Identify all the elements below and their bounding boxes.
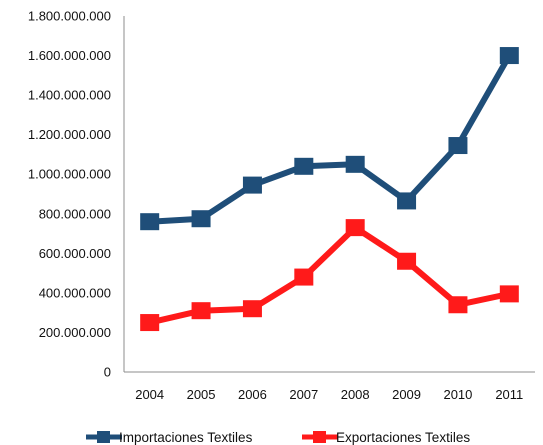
legend: Importaciones Textiles Exportaciones Tex… [86, 430, 470, 445]
data-point-marker [140, 213, 160, 231]
legend-item-exportaciones: Exportaciones Textiles [302, 430, 470, 445]
data-point-marker [191, 210, 211, 228]
y-tick-label: 1.800.000.000 [28, 9, 111, 24]
y-tick-label: 600.000.000 [39, 246, 111, 261]
data-point-marker [191, 302, 211, 320]
legend-swatch-marker [313, 431, 326, 443]
data-point-marker [242, 176, 262, 194]
x-tick-label: 2007 [289, 387, 318, 402]
x-tick-label: 2008 [341, 387, 370, 402]
x-tick-label: 2010 [443, 387, 472, 402]
data-point-marker [448, 137, 468, 155]
x-tick-label: 2004 [135, 387, 164, 402]
legend-label-exportaciones: Exportaciones Textiles [336, 430, 470, 445]
y-tick-label: 1.600.000.000 [28, 48, 111, 63]
data-point-marker [294, 157, 314, 175]
x-tick-label: 2006 [238, 387, 267, 402]
data-point-marker [499, 47, 519, 65]
series-layer [140, 47, 519, 332]
y-tick-label: 800.000.000 [39, 206, 111, 221]
y-tick-label: 0 [104, 365, 111, 380]
y-tick-label: 1.000.000.000 [28, 167, 111, 182]
x-axis-tick-labels: 2004 2005 2006 2007 2008 2009 2010 2011 [135, 387, 523, 402]
data-point-marker [345, 155, 365, 173]
y-tick-label: 1.200.000.000 [28, 127, 111, 142]
legend-swatch-marker [97, 431, 110, 443]
data-point-marker [140, 314, 160, 332]
x-tick-label: 2011 [495, 387, 523, 402]
data-point-marker [242, 300, 262, 318]
data-point-marker [345, 219, 365, 237]
y-tick-label: 400.000.000 [39, 285, 111, 300]
data-point-marker [397, 192, 417, 210]
data-point-marker [448, 296, 468, 314]
data-point-marker [397, 252, 417, 270]
y-tick-label: 200.000.000 [39, 325, 111, 340]
data-point-marker [499, 285, 519, 303]
legend-label-importaciones: Importaciones Textiles [119, 430, 253, 445]
x-tick-label: 2005 [187, 387, 216, 402]
x-tick-label: 2009 [392, 387, 421, 402]
legend-item-importaciones: Importaciones Textiles [86, 430, 253, 445]
y-axis-tick-labels: 0 200.000.000 400.000.000 600.000.000 800.00… [28, 9, 111, 380]
y-tick-label: 1.400.000.000 [28, 88, 111, 103]
data-point-marker [294, 268, 314, 286]
